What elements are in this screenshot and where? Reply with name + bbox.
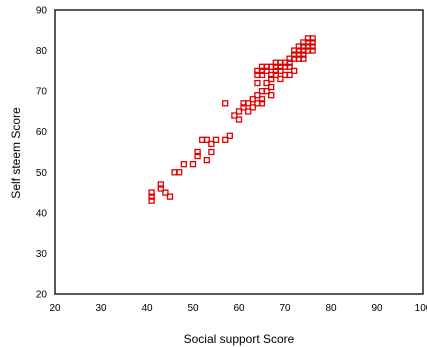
data-point [268, 83, 275, 91]
data-point [254, 92, 261, 99]
data-point [263, 79, 270, 87]
data-point [309, 47, 316, 54]
y-tick-label: 70 [36, 87, 48, 98]
x-tick-label: 80 [325, 303, 337, 314]
x-tick-label: 50 [187, 303, 199, 314]
x-tick-label: 100 [415, 303, 427, 314]
x-axis-title: Social support Score [184, 332, 295, 346]
data-point [309, 39, 316, 46]
data-point [194, 148, 201, 156]
data-point [300, 51, 307, 58]
plot-area-frame [54, 9, 424, 295]
data-point [231, 112, 238, 119]
y-tick-label: 60 [36, 127, 48, 138]
data-point [286, 59, 293, 66]
data-point [208, 140, 215, 148]
data-point [162, 189, 169, 196]
data-point [268, 75, 275, 83]
y-tick-label: 30 [36, 249, 48, 260]
data-point [222, 100, 229, 107]
data-point [203, 136, 210, 143]
data-point [258, 71, 266, 79]
data-point [208, 148, 215, 156]
data-point [263, 67, 270, 75]
data-point [194, 152, 201, 160]
data-point [148, 189, 155, 196]
data-point [272, 71, 279, 79]
x-tick-label: 40 [141, 303, 153, 314]
data-point [268, 92, 275, 99]
y-tick-label: 90 [36, 6, 48, 17]
y-tick-label: 80 [36, 46, 48, 57]
data-point [222, 136, 229, 143]
data-point [309, 35, 316, 42]
x-tick-label: 60 [233, 303, 245, 314]
data-point [203, 156, 210, 164]
data-point [157, 185, 164, 192]
data-point [235, 116, 243, 123]
y-tick-labels: 20 30 40 50 60 70 80 90 [36, 6, 48, 301]
y-tick-label: 50 [36, 168, 48, 179]
data-point [226, 132, 233, 139]
data-point [240, 104, 247, 111]
data-point [277, 75, 284, 83]
x-tick-label: 30 [95, 303, 107, 314]
y-tick-label: 40 [36, 208, 48, 219]
data-point [148, 193, 155, 200]
data-point [189, 161, 197, 168]
data-point [286, 71, 293, 79]
data-points [148, 35, 316, 204]
data-point [258, 96, 266, 103]
x-tick-label: 90 [371, 303, 383, 314]
data-point [249, 104, 256, 111]
y-axis-title: Self steem Score [9, 107, 23, 199]
data-point [277, 67, 284, 75]
data-point [291, 67, 298, 75]
data-point [180, 161, 187, 168]
data-point [157, 181, 164, 188]
data-point [263, 87, 270, 95]
data-point [245, 108, 252, 115]
data-point [300, 55, 307, 62]
data-point [309, 43, 316, 50]
data-point [212, 136, 220, 143]
data-point [245, 100, 252, 107]
x-tick-labels: 20 30 40 50 60 70 80 90 100 [49, 303, 427, 314]
data-point [166, 193, 174, 200]
data-point [176, 169, 183, 176]
data-point [254, 79, 261, 87]
x-tick-label: 20 [49, 303, 61, 314]
data-point [258, 100, 266, 107]
data-point [286, 63, 293, 70]
data-point [235, 108, 243, 115]
x-tick-label: 70 [279, 303, 291, 314]
data-point [249, 96, 256, 103]
y-tick-label: 20 [36, 290, 48, 301]
data-point [148, 197, 155, 204]
